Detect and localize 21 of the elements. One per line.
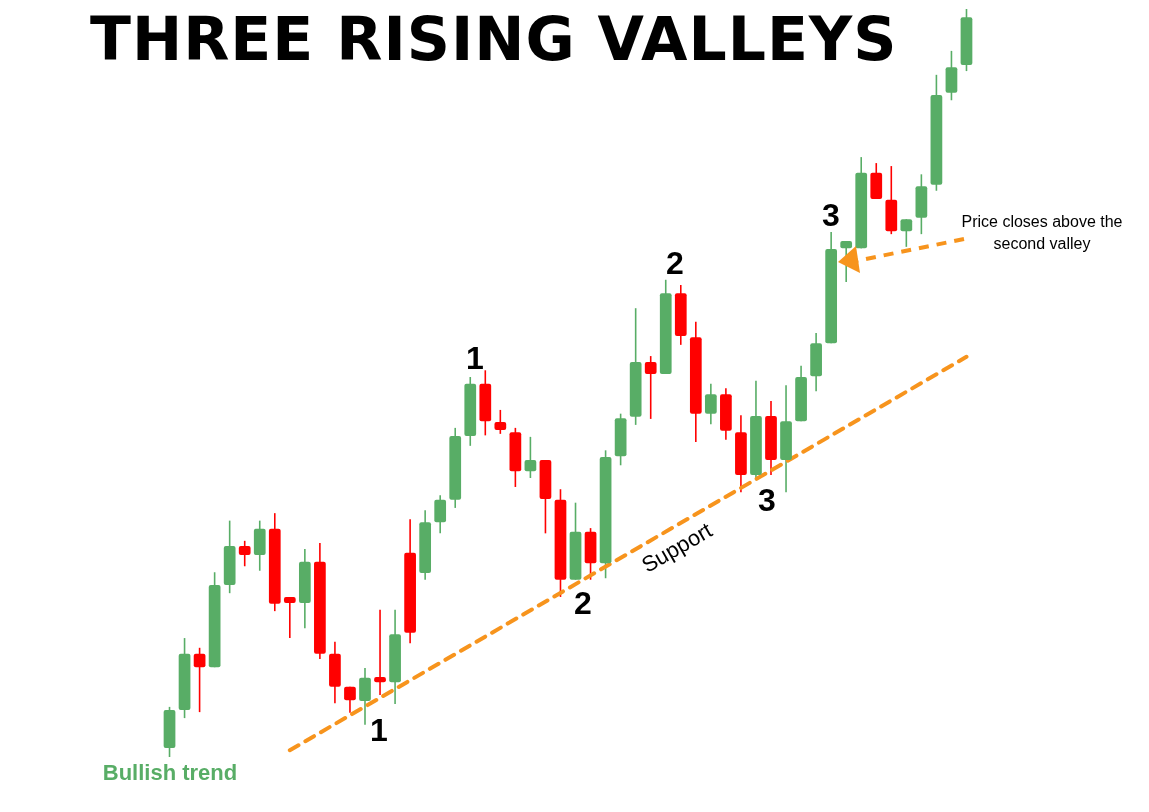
candlestick <box>238 540 251 568</box>
annotation: 1 <box>370 711 388 749</box>
candlestick <box>374 608 386 696</box>
annotation: 2 <box>666 244 684 282</box>
chart-title: THREE RISING VALLEYS <box>90 4 898 74</box>
candlestick <box>359 667 371 726</box>
candlestick <box>434 494 447 535</box>
candlestick <box>524 436 537 479</box>
candlestick <box>344 685 356 714</box>
candlestick <box>644 355 657 420</box>
candlestick <box>900 218 913 248</box>
candlestick <box>193 646 206 713</box>
annotation: 1 <box>466 339 484 377</box>
annotation: 3 <box>822 196 840 234</box>
candlestick <box>704 382 717 425</box>
candlestick <box>283 596 296 639</box>
text: Bullish trend <box>102 760 238 786</box>
annotation: Price closes above the second valley <box>960 212 1124 254</box>
annotation: 3 <box>758 481 776 519</box>
annotation: 2 <box>574 584 592 622</box>
candlestick <box>494 409 507 435</box>
